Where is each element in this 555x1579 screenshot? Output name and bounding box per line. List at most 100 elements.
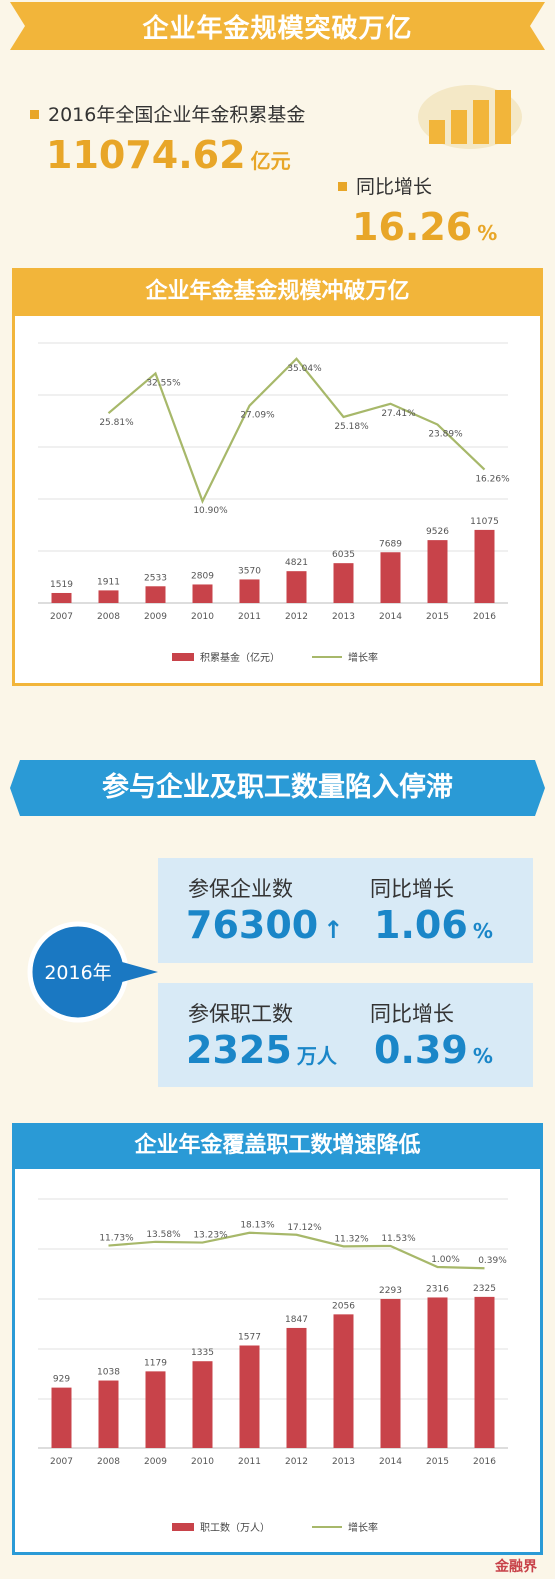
- bar-value-label: 9526: [426, 527, 449, 537]
- growth-value: 16.26: [352, 205, 473, 249]
- chart1-panel: [12, 268, 543, 686]
- bar: [474, 529, 495, 603]
- bar-value-label: 2809: [191, 571, 214, 581]
- enterprise-growth: 1.06 %: [374, 903, 493, 947]
- bar-chart-icon: [418, 85, 522, 149]
- growth-value-label: 23.89%: [428, 430, 463, 440]
- enterprise-growth-value: 1.06: [374, 903, 468, 947]
- bar-value-label: 1335: [191, 1348, 214, 1358]
- bar-value-label: 4821: [285, 558, 308, 568]
- worker-growth-value: 0.39: [374, 1028, 468, 1072]
- x-tick-label: 2014: [379, 1457, 402, 1467]
- growth-label: 同比增长: [356, 176, 433, 198]
- bar: [286, 571, 307, 603]
- bar-value-label: 1038: [97, 1368, 120, 1378]
- x-tick-label: 2010: [191, 612, 214, 622]
- growth-line: [108, 1231, 485, 1270]
- enterprise-label: 参保企业数: [188, 877, 293, 901]
- growth-unit: %: [477, 221, 498, 245]
- bar: [51, 592, 72, 603]
- fund-unit: 亿元: [250, 149, 291, 173]
- bar-value-label: 2056: [332, 1301, 355, 1311]
- chart1-svg: 1519 2007 1911 2008 2533 2009 2809 2010 3570 2011…: [38, 342, 510, 664]
- bar-value-label: 6035: [332, 550, 355, 560]
- bar: [427, 1297, 448, 1448]
- worker-stat: 2325 万人: [186, 1028, 337, 1072]
- bar-value-label: 929: [53, 1375, 70, 1385]
- growth-value-label: 11.73%: [99, 1234, 134, 1244]
- growth-value-label: 16.26%: [475, 475, 510, 485]
- worker-growth-unit: %: [472, 1044, 493, 1068]
- bar-value-label: 2533: [144, 573, 167, 583]
- x-tick-label: 2007: [50, 1457, 73, 1467]
- worker-label: 参保职工数: [188, 1002, 293, 1026]
- x-tick-label: 2010: [191, 1457, 214, 1467]
- bar-value-label: 1179: [144, 1358, 167, 1368]
- fund-stat: 11074.62 亿元: [46, 133, 291, 177]
- x-tick-label: 2015: [426, 1457, 449, 1467]
- bar: [239, 1345, 260, 1448]
- bar: [51, 1387, 72, 1448]
- bar: [239, 579, 260, 603]
- worker-unit: 万人: [296, 1044, 337, 1068]
- bar: [145, 1371, 166, 1448]
- growth-value-label: 25.81%: [99, 418, 134, 428]
- chart2-svg: 929 2007 1038 2008 1179 2009 1335 2010 1577 2011 1…: [38, 1198, 508, 1534]
- growth-value-label: 10.90%: [193, 506, 228, 516]
- bar: [192, 584, 213, 603]
- x-tick-label: 2009: [144, 1457, 167, 1467]
- worker-card: [158, 983, 533, 1087]
- arrow-up-icon: ↑: [323, 916, 344, 944]
- bar: [333, 1314, 354, 1448]
- bar: [474, 1296, 495, 1448]
- section1-banner: [10, 2, 545, 50]
- x-tick-label: 2016: [473, 612, 496, 622]
- bar: [286, 1327, 307, 1448]
- bar: [380, 552, 401, 603]
- x-tick-label: 2008: [97, 612, 120, 622]
- bar-value-label: 1911: [97, 577, 120, 587]
- x-tick-label: 2015: [426, 612, 449, 622]
- growth-value-label: 0.39%: [478, 1256, 507, 1266]
- legend-bar-label: 积累基金（亿元）: [200, 651, 280, 664]
- bar: [98, 590, 119, 603]
- growth-value-label: 13.58%: [146, 1230, 181, 1240]
- bar-value-label: 1577: [238, 1332, 261, 1342]
- growth-value-label: 17.12%: [287, 1223, 322, 1233]
- x-tick-label: 2013: [332, 612, 355, 622]
- x-tick-label: 2007: [50, 612, 73, 622]
- growth-value-label: 11.32%: [334, 1234, 369, 1244]
- bar-value-label: 1519: [50, 580, 73, 590]
- x-tick-label: 2011: [238, 612, 261, 622]
- bar-value-label: 2325: [473, 1284, 496, 1294]
- bar-value-label: 7689: [379, 539, 402, 549]
- x-tick-label: 2012: [285, 1457, 308, 1467]
- bar: [380, 1298, 401, 1448]
- section1-title: 企业年金规模突破万亿: [142, 14, 413, 44]
- bar-value-label: 1847: [285, 1315, 308, 1325]
- section2-banner: [10, 760, 545, 816]
- year-badge-shape: [27, 921, 158, 1023]
- enterprise-card: [158, 858, 533, 963]
- worker-growth-label: 同比增长: [370, 1002, 454, 1026]
- fund-label: 2016年全国企业年金积累基金: [48, 104, 306, 126]
- x-tick-label: 2016: [473, 1457, 496, 1467]
- bar: [333, 563, 354, 603]
- growth-stat: 16.26 %: [352, 205, 497, 249]
- growth-value-label: 13.23%: [193, 1231, 228, 1241]
- x-tick-label: 2013: [332, 1457, 355, 1467]
- legend-line-label: 增长率: [348, 1521, 378, 1534]
- legend-line-label: 增长率: [348, 651, 378, 664]
- bullet-icon: [30, 110, 39, 119]
- legend-bar-swatch: [172, 653, 194, 661]
- enterprise-growth-label: 同比增长: [370, 877, 454, 901]
- growth-value-label: 25.18%: [334, 422, 369, 432]
- x-tick-label: 2009: [144, 612, 167, 622]
- growth-value-label: 11.53%: [381, 1234, 416, 1244]
- bar: [192, 1361, 213, 1448]
- chart1-title: 企业年金基金规模冲破万亿: [12, 268, 543, 316]
- bar-value-label: 3570: [238, 566, 261, 576]
- bar-value-label: 2293: [379, 1286, 402, 1296]
- section2-title: 参与企业及职工数量陷入停滞: [102, 772, 453, 803]
- growth-value-label: 27.09%: [240, 411, 275, 421]
